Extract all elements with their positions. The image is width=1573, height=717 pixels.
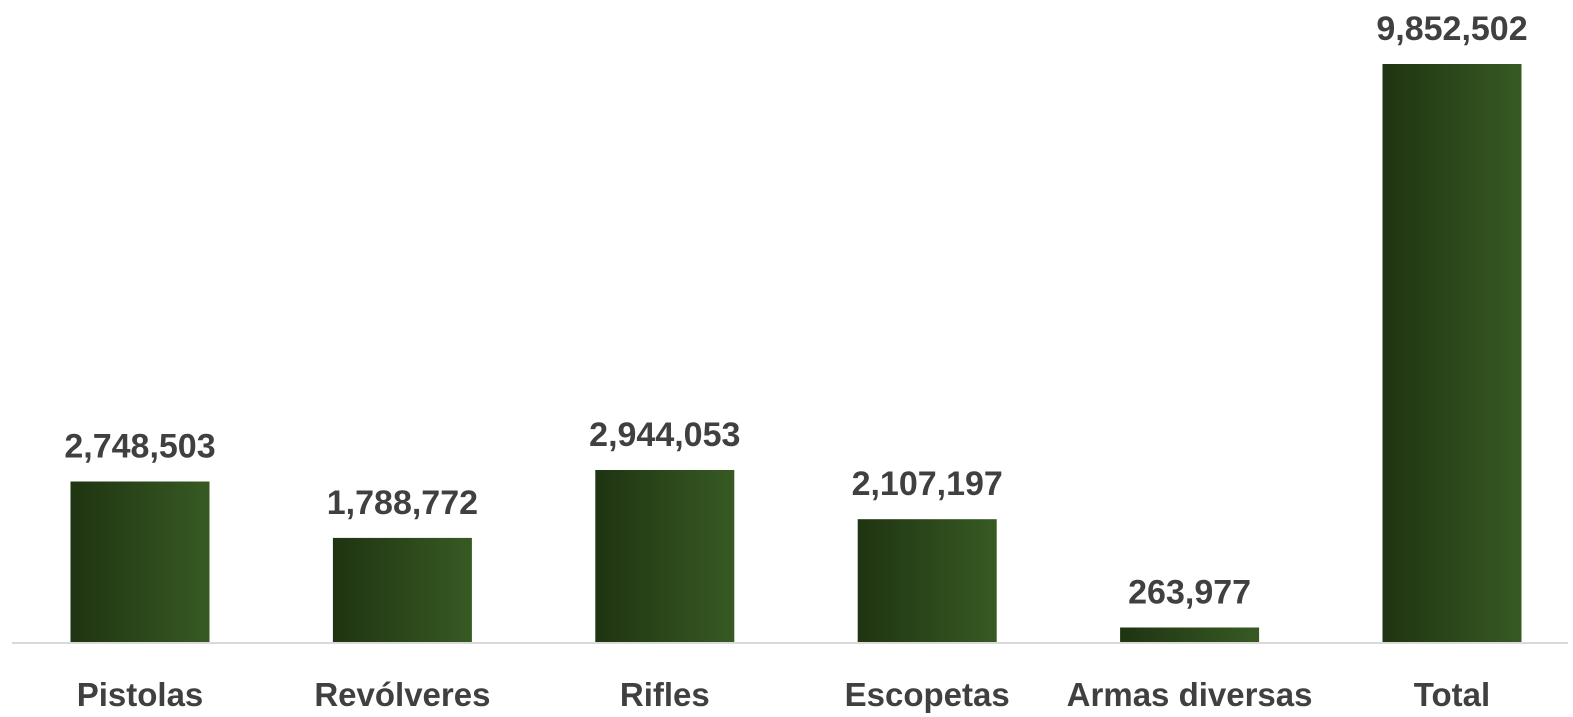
data-label: 9,852,502 xyxy=(1376,10,1527,48)
bar-armas-diversas xyxy=(1120,627,1260,643)
value-labels-group: 2,748,503 1,788,772 2,944,053 2,107,197 263,… xyxy=(64,10,1527,612)
data-label: 263,977 xyxy=(1128,574,1251,612)
category-tick-label: Pistolas xyxy=(77,676,204,713)
category-tick-label: Total xyxy=(1414,676,1490,713)
data-label: 2,107,197 xyxy=(852,465,1003,503)
data-label: 1,788,772 xyxy=(327,484,478,522)
data-label: 2,944,053 xyxy=(589,416,740,454)
bar-escopetas xyxy=(857,519,997,643)
bar-total xyxy=(1382,64,1522,643)
category-tick-label: Armas diversas xyxy=(1067,676,1313,713)
data-label: 2,748,503 xyxy=(64,428,215,466)
bar-revólveres xyxy=(332,537,472,643)
category-labels-group: Pistolas Revólveres Rifles Escopetas Armas d… xyxy=(77,676,1490,713)
bar-pistolas xyxy=(70,481,210,643)
category-tick-label: Escopetas xyxy=(845,676,1010,713)
bars-group xyxy=(70,64,1522,643)
category-tick-label: Rifles xyxy=(620,676,710,713)
bar-rifles xyxy=(595,470,735,643)
category-tick-label: Revólveres xyxy=(314,676,490,713)
